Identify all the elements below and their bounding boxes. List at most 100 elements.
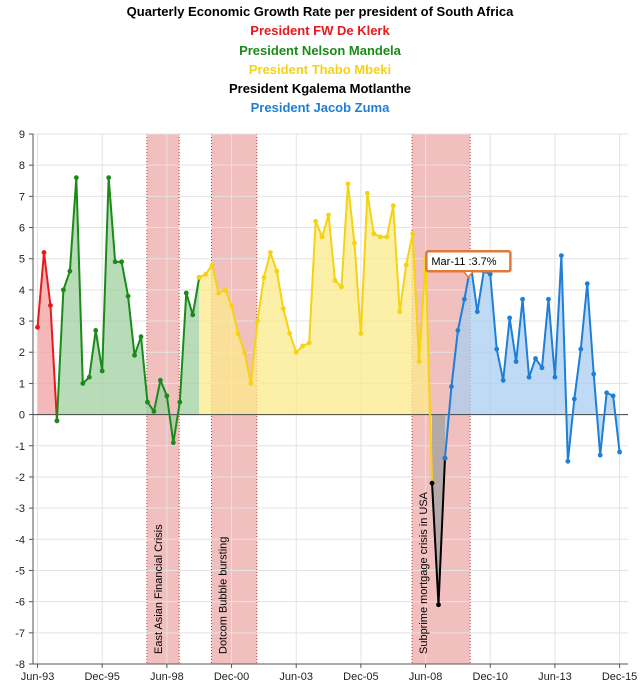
data-point <box>209 262 215 268</box>
x-tick-label: Jun-03 <box>279 671 313 683</box>
data-point <box>384 234 390 240</box>
data-point <box>73 175 79 181</box>
series-line <box>443 254 621 463</box>
tooltip-text: Mar-11 :3.7% <box>431 256 496 268</box>
data-point <box>151 409 157 414</box>
data-point <box>377 234 383 240</box>
crisis-band-label: Dotcom Bubble bursting <box>218 537 230 654</box>
data-point <box>397 309 403 315</box>
grid <box>33 133 628 665</box>
data-point <box>60 287 66 293</box>
y-tick-label: 6 <box>19 223 25 235</box>
data-point <box>539 365 545 371</box>
x-tick-label: Jun-08 <box>409 671 443 683</box>
data-point <box>274 268 280 274</box>
data-point <box>280 306 286 311</box>
data-point <box>604 390 610 396</box>
data-point <box>617 449 622 455</box>
subtitle-zuma: President Jacob Zuma <box>250 100 390 116</box>
data-point <box>183 290 189 296</box>
data-point <box>229 303 234 308</box>
y-tick-label: -5 <box>15 565 25 577</box>
data-point <box>106 175 112 181</box>
data-point <box>591 371 597 377</box>
y-tick-label: 9 <box>19 129 25 141</box>
data-point <box>158 377 163 383</box>
data-point <box>54 418 60 424</box>
data-point <box>487 271 493 277</box>
y-tick-label: 4 <box>19 285 25 297</box>
data-point <box>352 240 357 246</box>
data-point <box>313 218 319 224</box>
data-point <box>474 309 480 315</box>
data-point <box>93 328 99 333</box>
series-lines <box>35 175 622 608</box>
x-tick-label: Jun-13 <box>538 671 572 683</box>
data-point <box>261 275 267 280</box>
data-point <box>371 231 377 237</box>
data-point <box>41 250 47 255</box>
series-areas <box>37 177 620 605</box>
series-area <box>432 414 445 605</box>
data-point <box>403 262 409 268</box>
data-point <box>558 253 564 258</box>
data-point <box>494 346 500 352</box>
data-point <box>345 181 351 187</box>
data-point <box>242 349 247 355</box>
data-point <box>235 331 241 336</box>
data-point <box>520 296 525 302</box>
data-point <box>80 381 86 386</box>
subtitle-motlanthe: President Kgalema Motlanthe <box>228 81 412 97</box>
data-point <box>507 315 513 321</box>
y-tick-label: -7 <box>15 628 25 640</box>
data-point <box>145 399 150 405</box>
data-point <box>35 324 40 330</box>
data-point <box>571 396 577 402</box>
data-point <box>455 328 461 333</box>
x-tick-label: Dec-95 <box>84 671 119 683</box>
data-point <box>164 393 170 399</box>
band-labels: East Asian Financial Crisis Dotcom Bubble… <box>153 491 430 654</box>
axes: -8 -7 -6 -5 -4 -3 -2 -1 0 1 2 3 4 5 6 7 8 9 Jun-93 Dec-95 Ju… <box>15 129 637 683</box>
data-point <box>306 340 312 346</box>
series-line <box>36 251 58 421</box>
x-tick-label: Dec-10 <box>473 671 508 683</box>
subtitle-de-klerk: President FW De Klerk <box>250 23 390 39</box>
data-point <box>326 212 331 218</box>
data-point <box>546 296 551 302</box>
data-point <box>332 278 338 283</box>
data-point <box>319 234 325 240</box>
tooltip-pointer <box>461 270 475 279</box>
x-tick-label: Jun-93 <box>21 671 55 683</box>
data-point <box>203 271 209 277</box>
x-tick-label: Dec-15 <box>602 671 637 683</box>
data-point <box>526 374 532 380</box>
data-point <box>112 259 118 265</box>
data-point <box>293 349 299 355</box>
data-point <box>500 377 506 383</box>
y-tick-label: 3 <box>19 316 25 328</box>
data-point <box>86 374 92 380</box>
data-point <box>255 318 260 324</box>
series-area <box>37 252 57 421</box>
data-point <box>300 343 306 349</box>
data-point <box>610 393 616 399</box>
subtitle-mbeki: President Thabo Mbeki <box>248 61 392 77</box>
x-tick-label: Dec-00 <box>214 671 249 683</box>
data-point <box>565 458 571 464</box>
data-point <box>533 356 538 361</box>
series-area <box>444 255 620 462</box>
data-point <box>196 275 202 280</box>
series-area <box>199 183 433 484</box>
data-point <box>138 334 144 340</box>
y-tick-label: -1 <box>15 441 25 453</box>
data-point <box>177 399 183 405</box>
data-point <box>190 312 196 318</box>
y-tick-label: 8 <box>19 160 25 172</box>
y-tick-label: 7 <box>19 191 25 203</box>
data-point <box>410 231 416 237</box>
data-point <box>132 352 137 358</box>
data-point <box>99 368 105 374</box>
y-tick-label: 2 <box>19 347 25 359</box>
